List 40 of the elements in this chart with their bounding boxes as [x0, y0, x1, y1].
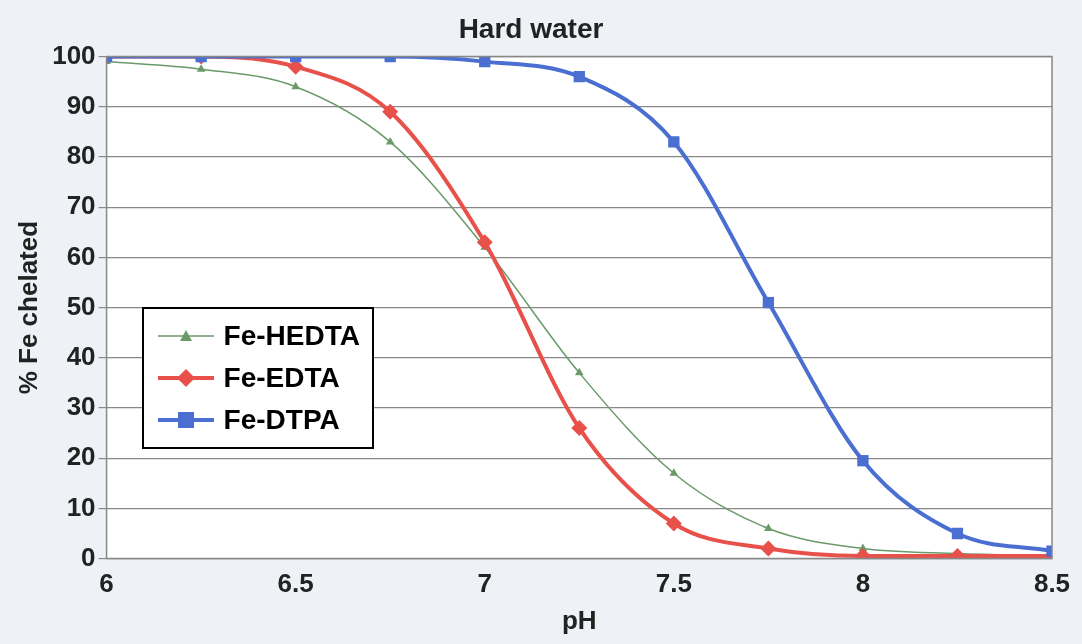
- point: [951, 527, 964, 540]
- x-tick-label: 6: [99, 568, 114, 599]
- point: [291, 81, 300, 90]
- point: [762, 296, 775, 309]
- y-tick-label: 20: [66, 441, 96, 472]
- point: [574, 367, 584, 376]
- y-tick-label: 80: [66, 140, 96, 171]
- point: [764, 523, 773, 531]
- y-tick-label: 0: [81, 541, 96, 572]
- point: [479, 56, 491, 68]
- y-tick-label: 60: [66, 240, 96, 271]
- point: [385, 136, 395, 145]
- y-tick-label: 10: [66, 491, 96, 522]
- chart-title: Hard water: [458, 12, 604, 44]
- point: [665, 515, 682, 532]
- y-axis-title: % Fe chelated: [12, 220, 43, 395]
- point: [573, 71, 585, 83]
- y-tick-label: 40: [66, 340, 96, 371]
- legend-label: Fe-DTPA: [223, 403, 340, 436]
- y-tick-label: 70: [66, 190, 96, 221]
- legend-label: Fe-HEDTA: [223, 319, 360, 352]
- legend-label: Fe-EDTA: [223, 361, 340, 394]
- x-tick-label: 7.5: [655, 568, 692, 599]
- point: [857, 455, 869, 467]
- y-tick-label: 90: [66, 89, 96, 120]
- point: [668, 136, 680, 148]
- x-tick-label: 8: [855, 568, 871, 599]
- point: [196, 64, 206, 72]
- point: [669, 468, 679, 476]
- x-tick-label: 6.5: [277, 568, 314, 599]
- point: [760, 540, 777, 557]
- y-tick-label: 50: [66, 290, 96, 321]
- point: [382, 103, 399, 120]
- y-tick-label: 100: [52, 39, 96, 70]
- x-tick-label: 7: [477, 568, 492, 599]
- x-tick-label: 8.5: [1033, 568, 1071, 599]
- x-axis-title: pH: [561, 604, 597, 635]
- point: [476, 234, 493, 251]
- point: [571, 420, 588, 437]
- y-tick-label: 30: [66, 391, 96, 422]
